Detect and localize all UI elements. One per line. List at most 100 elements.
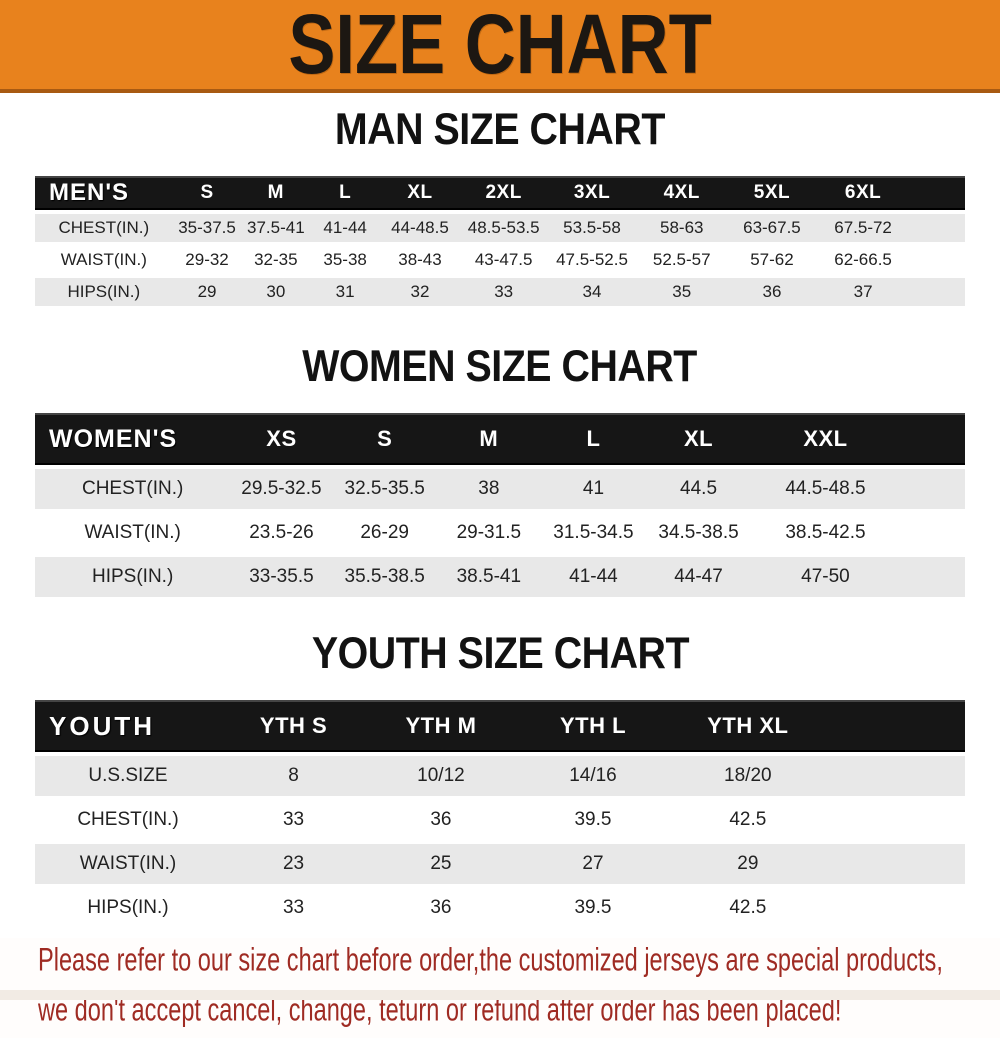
youth-size-section: YOUTH SIZE CHART YOUTH YTH S YTH M YTH L YTH…: [0, 628, 1000, 932]
size-value-cell: 23: [282, 853, 305, 874]
bottom-edge-strip: [0, 990, 1000, 1000]
size-value-cell: 35-37.5: [178, 218, 236, 237]
size-value-cell: 8: [288, 765, 299, 786]
size-value-cell: 57-62: [750, 250, 794, 269]
size-value-cell: 35.5-38.5: [344, 566, 425, 587]
row-label: CHEST(IN.): [81, 478, 184, 499]
size-value-cell: 62-66.5: [834, 250, 892, 269]
size-value-cell: 53.5-58: [563, 218, 621, 237]
size-value-cell: 18/20: [724, 765, 772, 786]
size-col-header: YTH L: [515, 700, 671, 752]
size-value-cell: 14/16: [569, 765, 617, 786]
size-value-cell: 67.5-72: [834, 218, 892, 237]
size-value-cell: 31.5-34.5: [553, 522, 634, 543]
size-col-header: M: [241, 176, 311, 210]
size-col-header: L: [540, 413, 646, 465]
banner-title: SIZE CHART: [288, 0, 712, 91]
size-value-cell: 38-43: [398, 250, 442, 269]
size-value-cell: 34: [582, 282, 602, 301]
size-col-header: YTH XL: [670, 700, 826, 752]
size-value-cell: 35-38: [323, 250, 367, 269]
youth-size-table: YOUTH YTH S YTH M YTH L YTH XL U.S.SIZE 8 10/12…: [35, 696, 965, 932]
row-label: HIPS(IN.): [92, 566, 174, 587]
size-row: HIPS(IN.) 29 30 31 32 33 34 35 36 37: [35, 278, 965, 306]
size-value-cell: 32.5-35.5: [344, 478, 425, 499]
table-corner-label: WOMEN'S: [35, 413, 231, 465]
size-row: CHEST(IN.) 35-37.5 37.5-41 41-44 44-48.5 48.5…: [35, 214, 965, 242]
table-corner-label: MEN'S: [35, 176, 173, 210]
men-section-title: MAN SIZE CHART: [334, 104, 665, 154]
size-value-cell: 41: [582, 478, 605, 499]
size-value-cell: 52.5-57: [652, 250, 711, 269]
row-label: HIPS(IN.): [67, 282, 141, 301]
row-label: HIPS(IN.): [87, 897, 169, 918]
row-spacer-cell: [909, 246, 965, 274]
size-col-header: YTH S: [221, 700, 367, 752]
size-value-cell: 33: [282, 809, 305, 830]
row-spacer-cell: [909, 214, 965, 242]
size-value-cell: 33: [282, 897, 305, 918]
size-col-header: S: [172, 176, 242, 210]
size-value-cell: 41-44: [323, 218, 367, 237]
size-value-cell: 42.5: [729, 897, 767, 918]
size-value-cell: 31: [335, 282, 355, 301]
size-row: WAIST(IN.) 29-32 32-35 35-38 38-43 43-47.5 47.…: [35, 246, 965, 274]
size-chart-banner: SIZE CHART: [0, 0, 1000, 93]
size-value-cell: 29: [737, 853, 759, 874]
size-value-cell: 32: [410, 282, 430, 301]
table-corner-label: YOUTH: [35, 700, 221, 752]
size-value-cell: 33: [494, 282, 514, 301]
women-size-section: WOMEN SIZE CHART WOMEN'S XS S M L XL XXL CHEST(…: [0, 342, 1000, 601]
row-label: WAIST(IN.): [79, 853, 177, 874]
size-value-cell: 32-35: [254, 250, 298, 269]
size-col-header: 5XL: [726, 176, 818, 210]
row-label: U.S.SIZE: [88, 765, 168, 786]
row-spacer-cell: [900, 513, 965, 553]
size-value-cell: 10/12: [417, 765, 465, 786]
size-value-cell: 44.5: [680, 478, 718, 499]
size-row: U.S.SIZE 8 10/12 14/16 18/20: [35, 756, 965, 796]
size-value-cell: 58-63: [660, 218, 704, 237]
size-value-cell: 43-47.5: [474, 250, 533, 269]
size-value-cell: 35: [672, 282, 692, 301]
youth-section-title: YOUTH SIZE CHART: [311, 628, 689, 678]
size-value-cell: 23.5-26: [249, 522, 314, 543]
size-col-header: XS: [230, 413, 333, 465]
size-value-cell: 47-50: [801, 566, 850, 587]
size-col-header: S: [332, 413, 437, 465]
size-value-cell: 44-47: [674, 566, 723, 587]
size-col-header: 4XL: [636, 176, 727, 210]
size-value-cell: 29-31.5: [456, 522, 522, 543]
size-value-cell: 42.5: [729, 809, 767, 830]
size-row: WAIST(IN.) 23.5-26 26-29 29-31.5 31.5-34.5 34…: [35, 513, 965, 553]
size-row: HIPS(IN.) 33-35.5 35.5-38.5 38.5-41 41-44 44-…: [35, 557, 965, 597]
size-value-cell: 36: [762, 282, 782, 301]
size-value-cell: 44-48.5: [391, 218, 449, 237]
women-size-table: WOMEN'S XS S M L XL XXL CHEST(IN.) 29.5-32.5 32.5…: [35, 409, 965, 601]
size-value-cell: 63-67.5: [743, 218, 801, 237]
size-row: WAIST(IN.) 23 25 27 29: [35, 844, 965, 884]
header-spacer-cell: [825, 700, 965, 752]
size-col-header: XL: [645, 413, 752, 465]
size-value-cell: 29.5-32.5: [241, 478, 322, 499]
size-chart-body: MAN SIZE CHART MEN'S S M L XL 2XL 3XL 4XL 5XL 6XL…: [0, 104, 1000, 1038]
size-value-cell: 44.5-48.5: [785, 478, 866, 499]
size-value-cell: 38.5-42.5: [785, 522, 866, 543]
header-spacer-cell: [909, 176, 965, 210]
row-label: WAIST(IN.): [60, 250, 147, 269]
size-value-cell: 27: [582, 853, 604, 874]
size-value-cell: 47.5-52.5: [556, 250, 628, 269]
row-spacer-cell: [825, 756, 965, 796]
size-value-cell: 29: [197, 282, 217, 301]
men-size-table: MEN'S S M L XL 2XL 3XL 4XL 5XL 6XL CHEST(IN.) 35-37…: [35, 172, 965, 310]
size-value-cell: 36: [430, 897, 452, 918]
row-spacer-cell: [825, 800, 965, 840]
row-label: WAIST(IN.): [84, 522, 181, 543]
size-value-cell: 37.5-41: [247, 218, 305, 237]
size-value-cell: 33-35.5: [249, 566, 314, 587]
size-value-cell: 48.5-53.5: [467, 218, 540, 237]
size-value-cell: 38: [478, 478, 500, 499]
size-value-cell: 39.5: [574, 897, 612, 918]
size-value-cell: 36: [430, 809, 452, 830]
row-spacer-cell: [900, 557, 965, 597]
